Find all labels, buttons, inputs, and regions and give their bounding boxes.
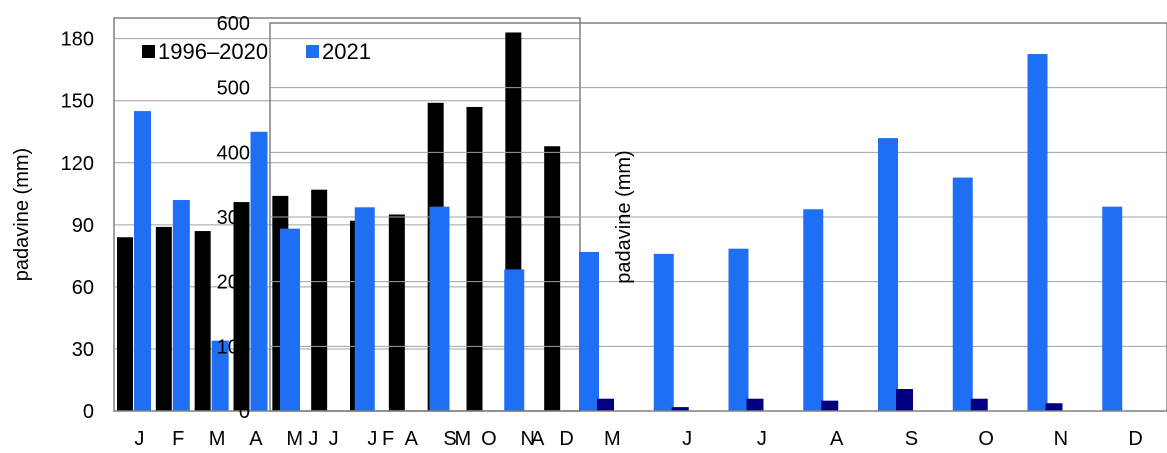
legend-label-2021: 2021 [322, 39, 371, 64]
bar-series1-a-8 [803, 209, 824, 411]
bar-series1-d-12 [544, 146, 561, 411]
x-tick-label-m-3: M [455, 428, 472, 450]
x-tick-label-n-11: N [521, 428, 535, 450]
x-tick-label-a-8: A [830, 428, 844, 450]
x-tick-label-a-4: A [531, 428, 545, 450]
x-tick-label-d-12: D [1128, 428, 1142, 450]
bar-series2-m-3 [211, 340, 229, 411]
bar-series1-j-1 [280, 228, 300, 411]
x-tick-label-j-6: J [682, 428, 692, 450]
bar-series1-o-10 [466, 106, 483, 411]
left-y-axis-label: padavine (mm) [11, 148, 33, 281]
left-bars [117, 32, 561, 412]
bar-series2-o-10 [970, 398, 988, 411]
x-tick-label-j-1: J [308, 428, 318, 450]
x-tick-label-o-10: O [978, 428, 994, 450]
right-bars [280, 54, 1123, 411]
x-tick-label-a-8: A [405, 428, 419, 450]
x-tick-label-j-1: J [134, 428, 144, 450]
bar-series2-a-8 [821, 400, 839, 411]
x-tick-label-d-12: D [559, 428, 573, 450]
right-plot-frame [269, 22, 1167, 412]
bar-series1-d-12 [1102, 206, 1123, 411]
bar-series1-f-2 [155, 226, 172, 411]
bar-series2-m-5 [597, 398, 614, 411]
bar-series1-m-3 [429, 206, 450, 411]
y-tick-label-400: 400 [217, 142, 250, 164]
bar-series1-m-5 [579, 251, 599, 411]
bar-series2-f-2 [172, 200, 190, 411]
y-tick-label-300: 300 [217, 207, 250, 229]
bar-series2-j-7 [746, 398, 764, 411]
legend-swatch-2021 [306, 45, 319, 58]
bar-series1-a-8 [388, 214, 405, 411]
right-y-tick-labels: 0 100 200 300 400 500 600 [217, 13, 250, 423]
y-tick-label-600: 600 [217, 13, 250, 35]
y-tick-label-150: 150 [61, 91, 94, 113]
left-gridlines [114, 38, 580, 350]
y-tick-label-180: 180 [61, 29, 94, 51]
left-y-tick-labels: 0 30 60 90 120 150 180 [61, 29, 94, 423]
bar-series1-j-6 [311, 189, 328, 411]
x-tick-label-m-3: M [209, 428, 226, 450]
right-y-axis-label: padavine (mm) [613, 150, 635, 283]
x-tick-label-f-2: F [172, 428, 184, 450]
y-tick-label-100: 100 [217, 336, 250, 358]
x-tick-label-s-9: S [443, 428, 456, 450]
x-tick-label-f-2: F [382, 428, 394, 450]
bar-series1-j-7 [728, 248, 749, 411]
legend: 1996–2020 2021 [142, 39, 371, 64]
x-tick-label-m-5: M [286, 428, 303, 450]
x-tick-label-o-10: O [481, 428, 497, 450]
bar-series2-n-11 [1045, 403, 1063, 411]
bar-series1-a-4 [233, 202, 250, 411]
bar-series1-o-10 [952, 177, 973, 411]
bar-series1-j-6 [653, 253, 674, 411]
legend-label-1996-2020: 1996–2020 [158, 39, 268, 64]
y-tick-label-30: 30 [72, 339, 94, 361]
legend-swatch-1996-2020 [142, 45, 155, 58]
x-tick-label-j-6: J [329, 428, 339, 450]
bar-series2-j-1 [134, 111, 151, 411]
y-tick-label-200: 200 [217, 272, 250, 294]
bar-series1-j-1 [117, 237, 133, 411]
bar-series1-f-2 [354, 207, 375, 411]
bar-series1-a-4 [504, 269, 525, 411]
x-tick-label-n-11: N [1054, 428, 1068, 450]
bar-series1-s-9 [878, 138, 898, 411]
y-tick-label-500: 500 [217, 78, 250, 100]
x-tick-label-a-4: A [249, 428, 263, 450]
bar-series2-j-6 [671, 407, 689, 411]
x-tick-label-m-5: M [604, 428, 621, 450]
bar-series1-n-11 [1027, 54, 1048, 411]
x-tick-label-s-9: S [905, 428, 918, 450]
x-tick-label-j-7: J [367, 428, 377, 450]
bar-series2-a-4 [250, 131, 268, 411]
bar-series2-s-9 [896, 389, 913, 411]
bar-series1-m-3 [194, 231, 211, 411]
y-tick-label-120: 120 [61, 153, 94, 175]
y-tick-label-0: 0 [239, 401, 250, 423]
x-tick-label-j-7: J [757, 428, 767, 450]
y-tick-label-0: 0 [83, 401, 94, 423]
y-tick-label-90: 90 [72, 215, 94, 237]
y-tick-label-60: 60 [72, 277, 94, 299]
